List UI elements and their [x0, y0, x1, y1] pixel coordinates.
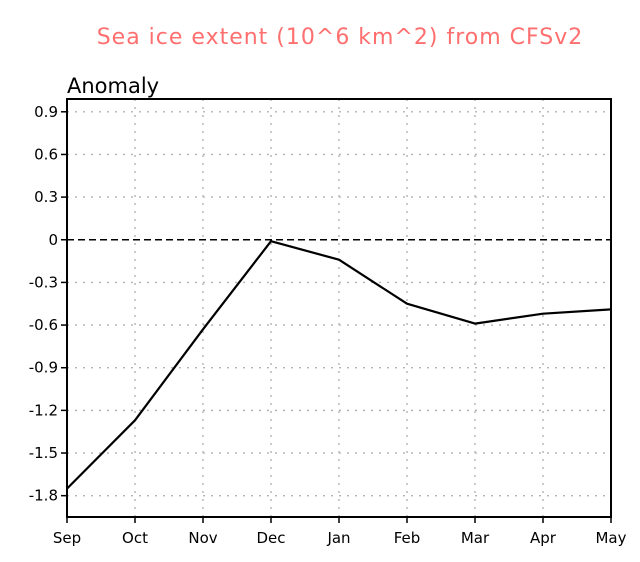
- x-tick-label: Apr: [530, 529, 557, 547]
- x-tick-label: Jan: [326, 529, 350, 547]
- y-tick-label: -0.9: [29, 359, 58, 377]
- series-line: [66, 240, 612, 490]
- x-tick-label: May: [595, 529, 626, 547]
- y-tick-label: 0.6: [34, 145, 58, 163]
- y-tick-label: -1.8: [29, 487, 58, 505]
- chart-title: Sea ice extent (10^6 km^2) from CFSv2: [97, 25, 584, 50]
- y-axis-label: Anomaly: [67, 74, 159, 98]
- x-tick-label: Dec: [256, 529, 285, 547]
- y-tick-label: -0.6: [29, 316, 58, 334]
- gridlines: [67, 99, 611, 517]
- y-tick-label: -0.3: [29, 273, 58, 291]
- x-tick-label: Nov: [188, 529, 217, 547]
- y-tick-label: 0.9: [34, 103, 58, 121]
- y-tick-label: 0: [48, 231, 58, 249]
- x-axis-ticks: Sep Oct Nov Dec Jan Feb Mar Apr May: [53, 517, 627, 547]
- x-tick-label: Feb: [394, 529, 421, 547]
- y-tick-label: -1.5: [29, 444, 58, 462]
- plot-frame: [66, 98, 612, 518]
- x-tick-label: Sep: [53, 529, 81, 547]
- y-axis-ticks: 0.9 0.6 0.3 0 -0.3 -0.6 -0.9 -1.2 -1.5 -1.8: [29, 103, 67, 505]
- y-tick-label: -1.2: [29, 401, 58, 419]
- y-tick-label: 0.3: [34, 188, 58, 206]
- x-tick-label: Oct: [122, 529, 148, 547]
- x-tick-label: Mar: [461, 529, 490, 547]
